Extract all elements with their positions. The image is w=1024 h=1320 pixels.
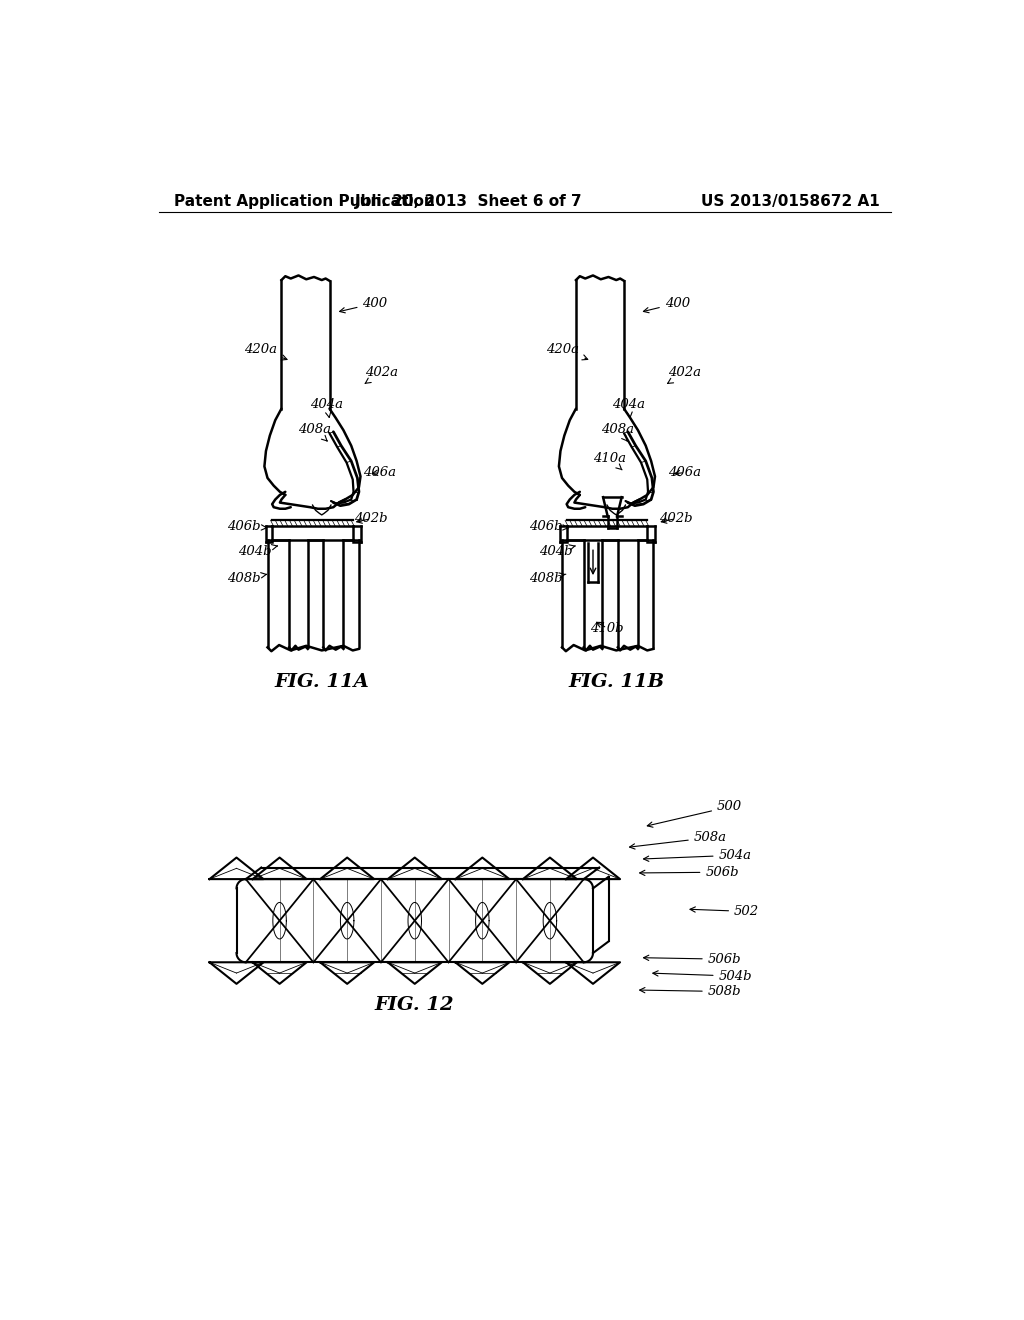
Text: Jun. 20, 2013  Sheet 6 of 7: Jun. 20, 2013 Sheet 6 of 7 [355,194,583,209]
Text: 404a: 404a [612,399,645,417]
Text: 406b: 406b [529,520,568,533]
Text: 508b: 508b [640,985,741,998]
Text: 400: 400 [340,297,388,313]
Text: US 2013/0158672 A1: US 2013/0158672 A1 [701,194,880,209]
Text: 410a: 410a [593,453,626,470]
Text: 408b: 408b [529,572,566,585]
Text: 408a: 408a [601,422,634,441]
Text: Patent Application Publication: Patent Application Publication [174,194,435,209]
Text: 404a: 404a [310,399,343,417]
Text: 406a: 406a [364,466,396,479]
Text: 404b: 404b [238,545,278,557]
Text: 402a: 402a [668,366,701,384]
Text: 402b: 402b [658,512,692,525]
Text: 408b: 408b [227,572,266,585]
Text: 408a: 408a [299,422,332,441]
Text: 504b: 504b [653,970,753,982]
Text: FIG. 12: FIG. 12 [375,997,455,1014]
Text: 508a: 508a [630,832,727,849]
Text: 502: 502 [690,906,759,917]
Text: 400: 400 [643,297,690,313]
Text: 406a: 406a [669,466,701,479]
Text: 402a: 402a [365,366,397,384]
Text: 410b: 410b [591,622,624,635]
Text: 506b: 506b [643,953,741,966]
Text: 420a: 420a [547,343,588,360]
Text: 420a: 420a [245,343,287,360]
Text: 404b: 404b [539,545,575,557]
Text: 500: 500 [647,800,742,828]
Text: 504a: 504a [643,849,752,862]
Text: FIG. 11B: FIG. 11B [568,673,665,690]
Text: 406b: 406b [227,520,267,533]
Text: 402b: 402b [354,512,388,525]
Text: 506b: 506b [640,866,739,879]
Text: FIG. 11A: FIG. 11A [274,673,369,690]
